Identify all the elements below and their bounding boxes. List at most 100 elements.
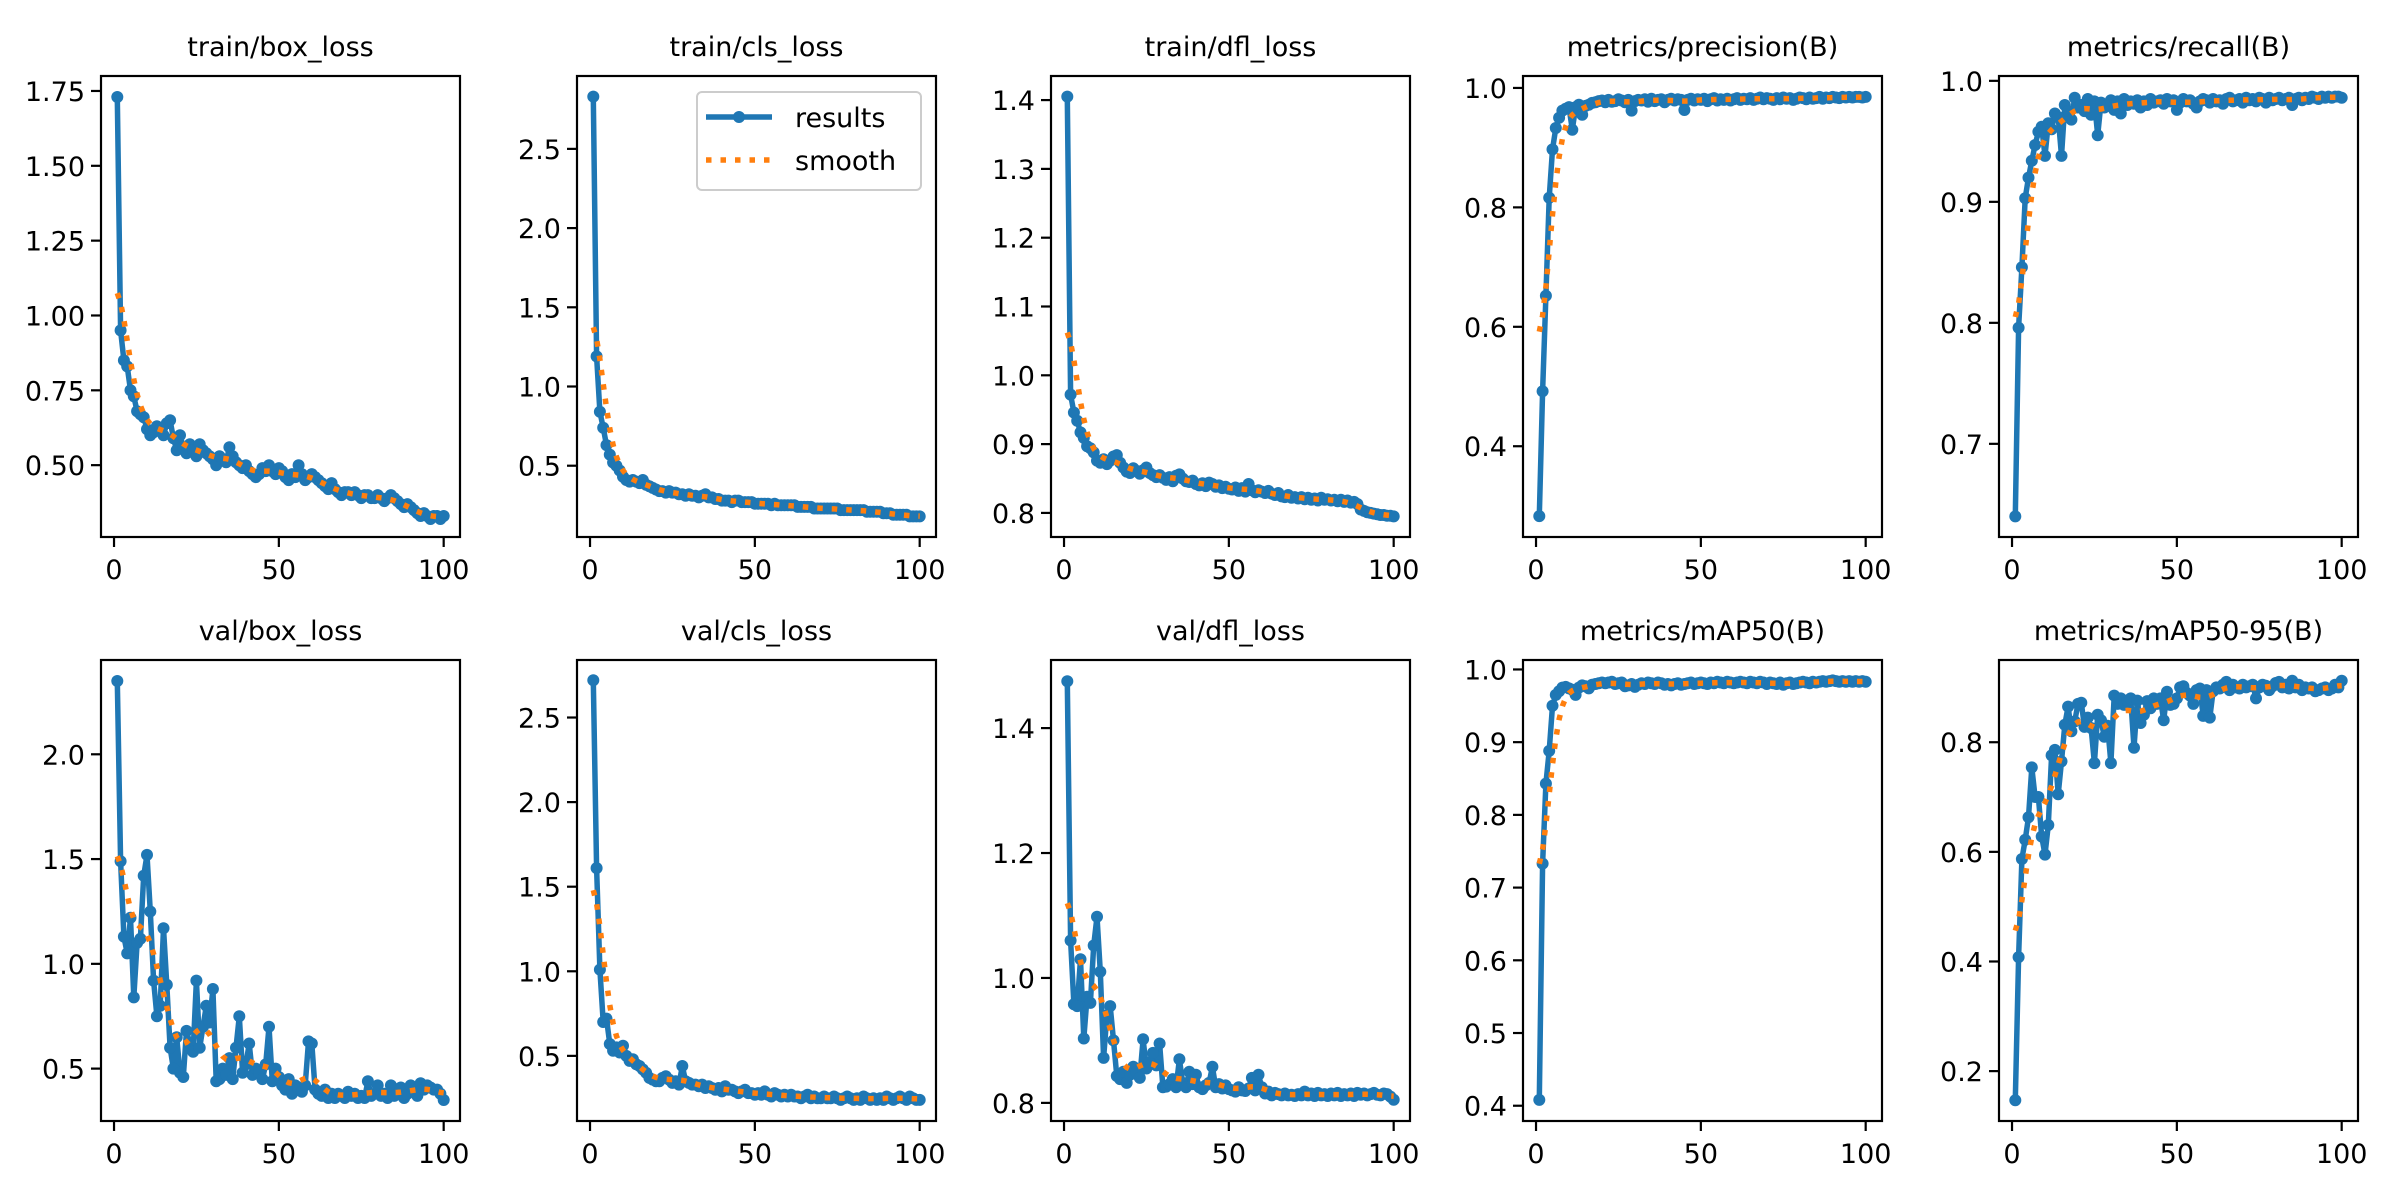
x-tick-label: 100	[2316, 555, 2368, 586]
y-tick-label: 1.4	[992, 714, 1035, 745]
x-tick-label: 100	[1368, 555, 1420, 586]
results-point	[1549, 122, 1562, 134]
x-tick-label: 0	[1055, 1139, 1072, 1170]
subplot-title: train/cls_loss	[669, 32, 843, 63]
results-point	[676, 1060, 689, 1072]
results-point	[1173, 1053, 1186, 1066]
y-tick-label: 0.9	[1464, 728, 1507, 759]
x-tick-label: 50	[262, 555, 296, 586]
subplot-title: metrics/precision(B)	[1567, 32, 1839, 63]
y-tick-label: 2.5	[518, 135, 561, 166]
results-point	[2335, 91, 2348, 104]
results-point	[2025, 154, 2038, 167]
y-tick-label: 2.0	[42, 740, 85, 771]
y-tick-label: 1.3	[992, 155, 1035, 186]
subplot-title: train/box_loss	[187, 32, 373, 63]
y-tick-label: 0.8	[1940, 309, 1983, 340]
results-point	[160, 978, 173, 991]
results-point	[144, 905, 157, 918]
y-tick-label: 1.0	[1464, 655, 1507, 686]
smooth-line	[2012, 94, 2342, 318]
results-point	[157, 922, 170, 935]
results-point	[2042, 819, 2055, 831]
results-point	[1071, 414, 1084, 427]
results-point	[117, 930, 130, 943]
legend-label-smooth: smooth	[795, 146, 896, 177]
y-tick-label: 1.0	[1464, 74, 1507, 105]
y-tick-label: 0.5	[42, 1055, 85, 1086]
y-tick-label: 0.8	[1464, 801, 1507, 832]
subplot-title: val/dfl_loss	[1156, 616, 1305, 647]
results-point	[2012, 321, 2025, 334]
plot-area	[587, 90, 926, 523]
axes-frame	[1997, 658, 2360, 1123]
results-point	[600, 1012, 613, 1025]
results-point	[2128, 741, 2140, 754]
results-point	[114, 324, 127, 337]
subplot-title: metrics/mAP50-95(B)	[2034, 616, 2323, 647]
results-point	[141, 848, 153, 861]
axes-frame	[1521, 658, 1884, 1123]
results-point	[437, 1094, 450, 1106]
results-point	[137, 869, 150, 882]
results-point	[1533, 1093, 1546, 1106]
subplot-train-dfl-loss: train/dfl_loss 0 50 100 0.8 0.9 1.0 1.1 1.2 1.3 1.…	[992, 32, 1419, 586]
results-point	[2187, 697, 2200, 710]
y-tick-label: 1.50	[25, 152, 85, 183]
results-point	[190, 974, 203, 987]
results-point	[1678, 104, 1691, 116]
results-point	[233, 1010, 246, 1023]
results-point	[371, 1079, 384, 1092]
y-tick-label: 0.8	[992, 499, 1035, 530]
results-point	[1097, 1051, 1110, 1064]
subplot-metrics-map50-b-: metrics/mAP50(B) 0 50 100 0.4 0.5 0.6 0.7 0.8 0.9…	[1464, 616, 1891, 1170]
smooth-line	[114, 855, 445, 1098]
y-tick-label: 0.8	[1940, 728, 1983, 759]
y-tick-label: 1.00	[25, 301, 85, 332]
y-tick-label: 0.4	[1464, 1092, 1507, 1123]
results-point	[600, 439, 613, 452]
results-point	[2085, 108, 2098, 121]
results-point	[1061, 90, 1074, 103]
smooth-line	[590, 889, 920, 1102]
results-point	[1387, 1093, 1400, 1106]
results-point	[200, 999, 213, 1012]
y-tick-label: 1.5	[42, 845, 85, 876]
x-tick-label: 50	[738, 1139, 772, 1170]
results-point	[1064, 934, 1077, 947]
results-point	[177, 1071, 190, 1083]
results-point	[1071, 1000, 1084, 1013]
results-point	[913, 510, 926, 523]
subplot-title: val/cls_loss	[681, 616, 832, 647]
x-tick-label: 50	[1684, 1139, 1718, 1170]
subplot-metrics-recall-b-: metrics/recall(B) 0 50 100 0.7 0.8 0.9 1.0	[1940, 32, 2367, 586]
results-point	[1077, 1032, 1090, 1045]
results-point	[164, 414, 177, 427]
results-point	[1625, 104, 1638, 117]
axes-frame	[1049, 658, 1412, 1123]
x-tick-label: 50	[2160, 555, 2194, 586]
results-point	[2025, 761, 2038, 774]
results-point	[2039, 149, 2051, 162]
plot-area	[1061, 675, 1400, 1106]
results-point	[2062, 700, 2075, 713]
y-tick-label: 0.5	[1464, 1019, 1507, 1050]
plot-area	[587, 674, 926, 1106]
results-point	[2039, 848, 2051, 861]
results-point	[1087, 939, 1100, 952]
plot-area	[111, 675, 450, 1106]
subplot-val-cls-loss: val/cls_loss 0 50 100 0.5 1.0 1.5 2.0 2.5	[518, 616, 945, 1170]
y-tick-label: 0.4	[1464, 432, 1507, 463]
results-point	[2022, 811, 2035, 824]
x-tick-label: 50	[2160, 1139, 2194, 1170]
smooth-line	[1536, 678, 1866, 865]
y-tick-label: 0.50	[25, 451, 85, 482]
results-point	[256, 1073, 269, 1086]
results-point	[1252, 1068, 1265, 1081]
results-point	[1104, 1000, 1117, 1013]
results-point	[1153, 1037, 1166, 1050]
plot-area	[1533, 674, 1872, 1106]
results-point	[134, 932, 147, 945]
y-tick-label: 1.0	[518, 373, 561, 404]
